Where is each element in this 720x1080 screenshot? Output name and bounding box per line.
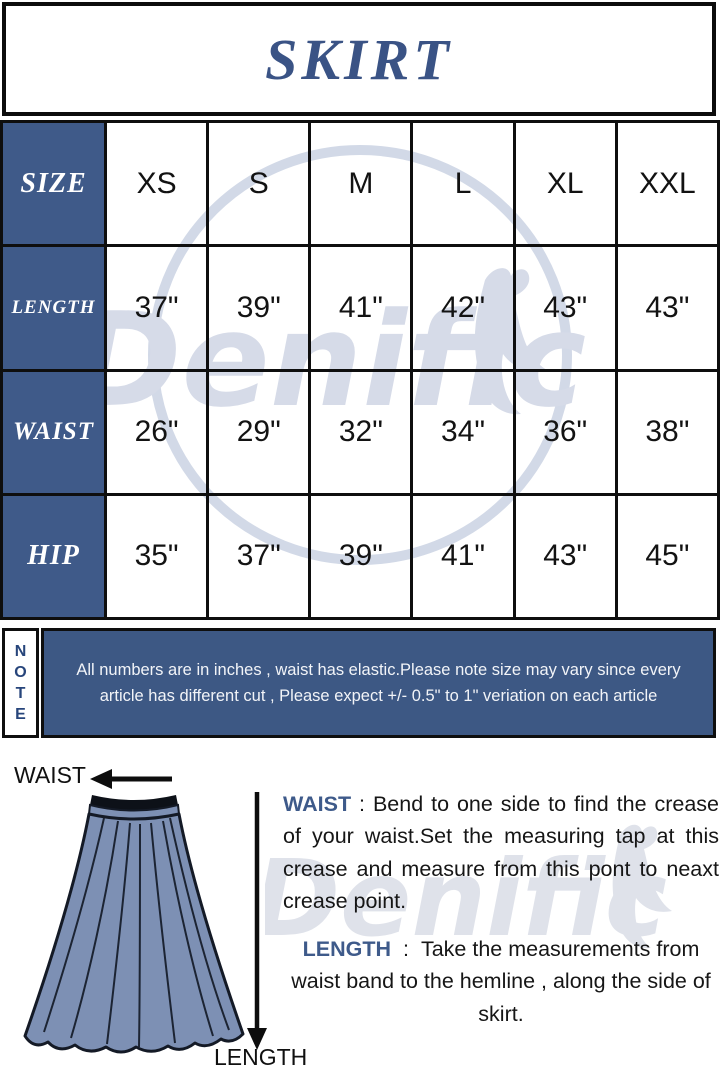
size-header-row: SIZE XS S M L XL XXL xyxy=(0,119,720,248)
row-label-hip: HIP xyxy=(0,492,107,621)
note-letter: T xyxy=(15,684,26,702)
row-label-length: LENGTH xyxy=(0,244,107,372)
length-xl: 43" xyxy=(512,244,618,372)
size-col-xl: XL xyxy=(512,119,618,248)
waist-l: 34" xyxy=(410,368,516,496)
length-instruction: LENGTH: Take the measurements from waist … xyxy=(283,933,719,1030)
hip-m: 39" xyxy=(308,492,414,621)
table-row-length: LENGTH 37" 39" 41" 42" 43" 43" xyxy=(0,244,720,372)
waist-arrow-icon xyxy=(90,769,172,789)
size-col-l: L xyxy=(410,119,516,248)
note-text: All numbers are in inches , waist has el… xyxy=(76,660,681,705)
note-letter: O xyxy=(14,663,27,681)
length-xs: 37" xyxy=(103,244,210,372)
skirt-illustration xyxy=(23,795,245,1054)
length-m: 41" xyxy=(308,244,414,372)
length-l: 42" xyxy=(410,244,516,372)
waist-keyword: WAIST xyxy=(283,792,352,816)
size-col-xs: XS xyxy=(103,119,210,248)
waist-xxl: 38" xyxy=(614,368,720,496)
hip-xs: 35" xyxy=(103,492,210,621)
waist-arrow-label: WAIST xyxy=(14,762,86,788)
page-title: SKIRT xyxy=(265,26,453,92)
length-s: 39" xyxy=(206,244,312,372)
hip-s: 37" xyxy=(206,492,312,621)
length-separator: : xyxy=(402,937,409,961)
hip-l: 41" xyxy=(410,492,516,621)
note-vertical-label: N O T E xyxy=(2,628,39,738)
length-keyword: LENGTH xyxy=(302,937,391,961)
hip-xl: 43" xyxy=(512,492,618,621)
table-row-hip: HIP 35" 37" 39" 41" 43" 45" xyxy=(0,492,720,621)
waist-instruction: WAIST : Bend to one side to find the cre… xyxy=(283,788,719,917)
hip-xxl: 45" xyxy=(614,492,720,621)
size-col-s: S xyxy=(206,119,312,248)
table-row-waist: WAIST 26" 29" 32" 34" 36" 38" xyxy=(0,368,720,496)
waist-s: 29" xyxy=(206,368,312,496)
title-box: SKIRT xyxy=(2,2,716,116)
note-section: N O T E All numbers are in inches , wais… xyxy=(2,628,716,738)
waist-m: 32" xyxy=(308,368,414,496)
length-arrow-icon xyxy=(247,792,267,1050)
size-col-xxl: XXL xyxy=(614,119,720,248)
note-text-box: All numbers are in inches , waist has el… xyxy=(41,628,716,738)
note-letter: E xyxy=(15,705,26,723)
note-letter: N xyxy=(14,642,27,660)
table-corner-size: SIZE xyxy=(0,119,107,248)
measurement-instructions: WAIST : Bend to one side to find the cre… xyxy=(283,788,719,1030)
length-arrow-label: LENGTH xyxy=(214,1044,308,1070)
size-col-m: M xyxy=(308,119,414,248)
waist-xl: 36" xyxy=(512,368,618,496)
row-label-waist: WAIST xyxy=(0,368,107,496)
waist-separator: : xyxy=(351,792,373,816)
waist-xs: 26" xyxy=(103,368,210,496)
length-xxl: 43" xyxy=(614,244,720,372)
size-table: SIZE XS S M L XL XXL LENGTH 37" 39" 41" … xyxy=(0,119,720,621)
